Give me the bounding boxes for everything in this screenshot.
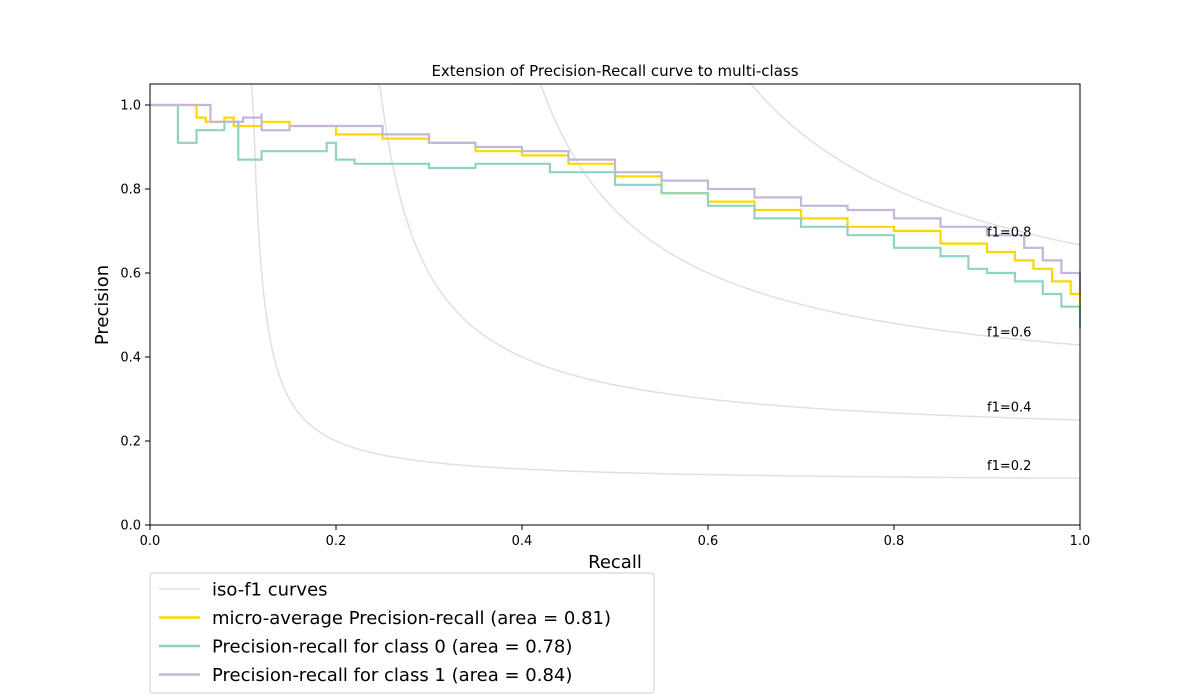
x-axis-ticks: 0.0 0.2 0.4 0.6 0.8 1.0 — [140, 525, 1091, 549]
iso-f1-labels: f1=0.2 f1=0.4 f1=0.6 f1=0.8 — [987, 226, 1031, 474]
iso-f1-label-3: f1=0.8 — [987, 226, 1031, 241]
y-tick-label-5: 1.0 — [120, 99, 141, 114]
legend-label-2: Precision-recall for class 0 (area = 0.7… — [212, 637, 572, 658]
plot-area-frame — [149, 83, 1081, 526]
x-tick-label-4: 0.8 — [884, 534, 905, 549]
iso-f1-label-0: f1=0.2 — [987, 459, 1031, 474]
x-tick-label-2: 0.4 — [512, 534, 533, 549]
legend-label-0: iso-f1 curves — [212, 580, 328, 601]
y-axis-ticks: 0.0 0.2 0.4 0.6 0.8 1.0 — [120, 99, 150, 534]
pr-series-line-2 — [150, 103, 1082, 294]
legend-label-3: Precision-recall for class 1 (area = 0.8… — [212, 665, 572, 686]
y-axis-label: Precision — [92, 265, 113, 345]
chart-title: Extension of Precision-Recall curve to m… — [431, 62, 798, 80]
y-tick-label-1: 0.2 — [120, 435, 141, 450]
legend: iso-f1 curves micro-average Precision-rec… — [149, 572, 655, 694]
iso-f1-label-1: f1=0.4 — [987, 401, 1031, 416]
y-tick-label-3: 0.6 — [120, 267, 141, 282]
iso-f1-curve-3 — [697, 83, 1081, 246]
y-tick-label-2: 0.4 — [120, 351, 141, 366]
x-tick-label-0: 0.0 — [140, 534, 161, 549]
iso-f1-curve-1 — [373, 83, 1081, 421]
legend-box — [149, 572, 655, 694]
x-tick-label-5: 1.0 — [1070, 534, 1091, 549]
x-tick-label-3: 0.6 — [698, 534, 719, 549]
iso-f1-label-2: f1=0.6 — [987, 326, 1031, 341]
x-axis-label: Recall — [588, 552, 642, 573]
iso-f1-curves — [250, 83, 1081, 480]
y-tick-label-4: 0.8 — [120, 183, 141, 198]
pr-series — [150, 103, 1082, 328]
y-tick-label-0: 0.0 — [120, 519, 141, 534]
x-tick-label-1: 0.2 — [326, 534, 347, 549]
pr-series-line-1 — [150, 103, 1082, 328]
legend-label-1: micro-average Precision-recall (area = 0… — [212, 608, 611, 629]
iso-f1-curve-0 — [250, 83, 1080, 480]
iso-f1-curve-2 — [518, 83, 1081, 346]
